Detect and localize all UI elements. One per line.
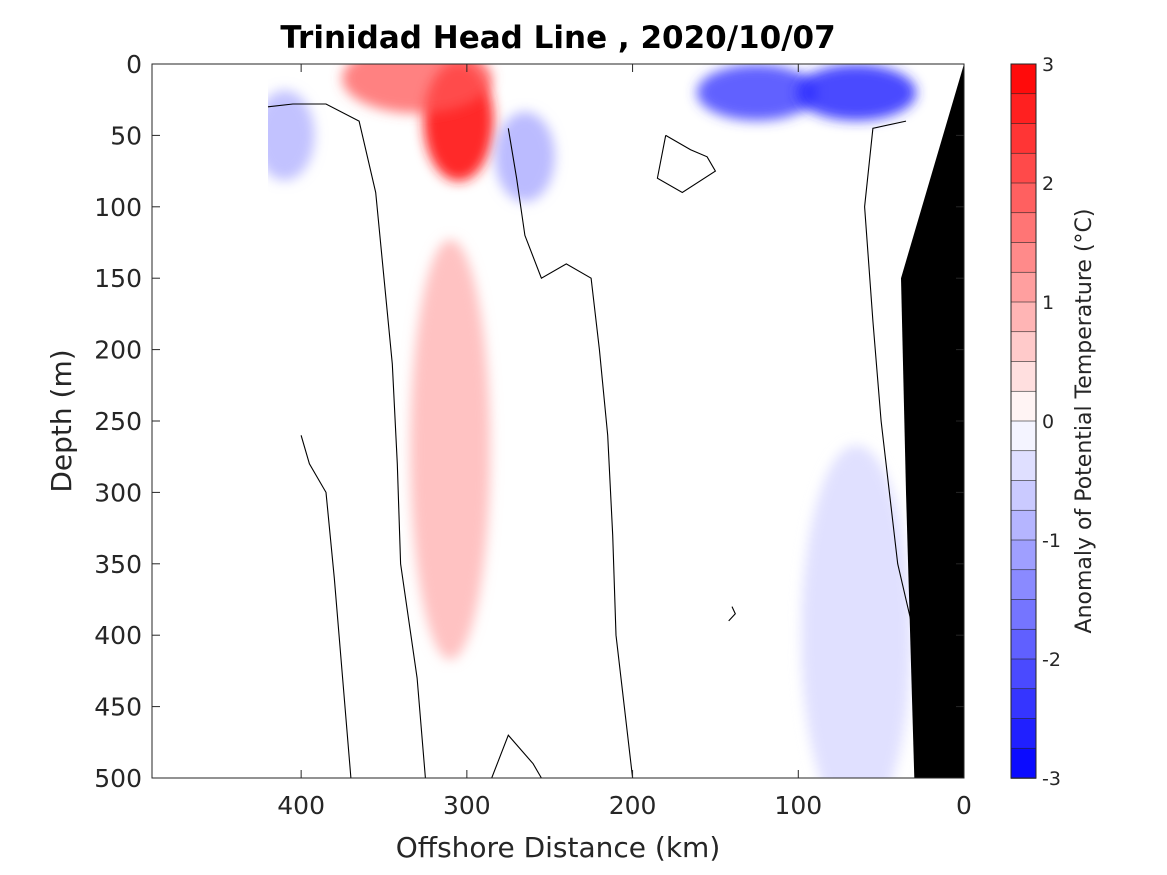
x-tick-label: 300 xyxy=(443,791,491,820)
colorbar-band xyxy=(1010,361,1037,393)
anomaly-cold-nearshore-7 xyxy=(801,445,912,778)
x-tick-label: 200 xyxy=(609,791,657,820)
anomaly-cold-patch-6 xyxy=(254,90,315,181)
anomaly-cold-surface-4 xyxy=(796,64,917,121)
y-tick-label: 150 xyxy=(94,264,142,293)
y-tick-label: 250 xyxy=(94,407,142,436)
x-axis-label: Offshore Distance (km) xyxy=(396,831,721,864)
colorbar-band xyxy=(1010,331,1037,363)
y-tick-label: 0 xyxy=(126,50,142,79)
zero-contours xyxy=(267,103,915,778)
y-tick-label: 200 xyxy=(94,336,142,365)
colorbar-band xyxy=(1010,658,1037,690)
colorbar-band xyxy=(1010,480,1037,512)
colorbar-band xyxy=(1010,182,1037,214)
x-tick-label: 100 xyxy=(774,791,822,820)
colorbar-tick-label: 2 xyxy=(1042,173,1054,195)
zero-contour-5 xyxy=(864,120,915,636)
colorbar-tick-label: 0 xyxy=(1042,411,1054,433)
colorbar-band xyxy=(1010,301,1037,333)
anomaly-field xyxy=(152,64,917,778)
zero-contour-6 xyxy=(728,606,736,622)
anomaly-warm-tongue-2 xyxy=(410,239,491,660)
y-tick-label: 300 xyxy=(94,478,142,507)
y-tick-label: 350 xyxy=(94,550,142,579)
colorbar-tick-label: 3 xyxy=(1042,54,1054,76)
y-tick-label: 450 xyxy=(94,693,142,722)
y-axis-label: Depth (m) xyxy=(45,349,78,492)
colorbar-band xyxy=(1010,93,1037,125)
colorbar-band xyxy=(1010,123,1037,155)
no-data-region xyxy=(152,64,268,778)
anomaly-warm-surface-1 xyxy=(342,64,493,114)
colorbar-band xyxy=(1010,628,1037,660)
colorbar-band xyxy=(1010,152,1037,184)
x-tick-label: 0 xyxy=(956,791,972,820)
chart-title: Trinidad Head Line , 2020/10/07 xyxy=(280,20,835,56)
colorbar-tick-label: 1 xyxy=(1042,292,1054,314)
colorbar-tick-label: -3 xyxy=(1042,768,1061,790)
colorbar-band xyxy=(1010,539,1037,571)
x-axis-ticks: 400 300 200 100 0 xyxy=(277,64,972,820)
colorbar-band xyxy=(1010,390,1037,422)
colorbar-band xyxy=(1010,599,1037,631)
colorbar-bands xyxy=(1010,63,1037,779)
colorbar-band xyxy=(1010,569,1037,601)
y-tick-label: 400 xyxy=(94,621,142,650)
colorbar: 3 2 1 0 -1 -2 -3 xyxy=(1010,54,1061,790)
zero-contour-2 xyxy=(507,128,634,778)
y-tick-label: 100 xyxy=(94,193,142,222)
zero-contour-3 xyxy=(491,734,542,778)
zero-contour-1 xyxy=(300,435,352,778)
x-tick-label: 400 xyxy=(277,791,325,820)
colorbar-label: Anomaly of Potential Temperature (°C) xyxy=(1072,209,1097,634)
colorbar-band xyxy=(1010,718,1037,750)
anomaly-cold-patch-5 xyxy=(494,111,555,202)
colorbar-band xyxy=(1010,271,1037,303)
zero-contour-4 xyxy=(656,134,717,194)
y-tick-label: 500 xyxy=(94,764,142,793)
colorbar-band xyxy=(1010,509,1037,541)
colorbar-band xyxy=(1010,242,1037,274)
colorbar-band xyxy=(1010,420,1037,452)
plot-area: 400 300 200 100 0 0 50 100 150 200 250 300 350 400 45… xyxy=(94,50,972,820)
anomaly-cold-surface-3 xyxy=(696,64,817,121)
y-tick-label: 50 xyxy=(110,121,142,150)
colorbar-band xyxy=(1010,747,1037,779)
y-axis-ticks: 0 50 100 150 200 250 300 350 400 450 500 xyxy=(94,50,964,793)
colorbar-band xyxy=(1010,63,1037,95)
colorbar-band xyxy=(1010,450,1037,482)
colorbar-band xyxy=(1010,688,1037,720)
colorbar-frame xyxy=(1010,63,1037,779)
colorbar-band xyxy=(1010,212,1037,244)
bathymetry-shelf xyxy=(901,64,964,778)
zero-contour-0 xyxy=(267,103,426,778)
colorbar-tick-label: -2 xyxy=(1042,649,1061,671)
colorbar-ticks: 3 2 1 0 -1 -2 -3 xyxy=(1042,54,1061,790)
colorbar-tick-label: -1 xyxy=(1042,530,1061,552)
